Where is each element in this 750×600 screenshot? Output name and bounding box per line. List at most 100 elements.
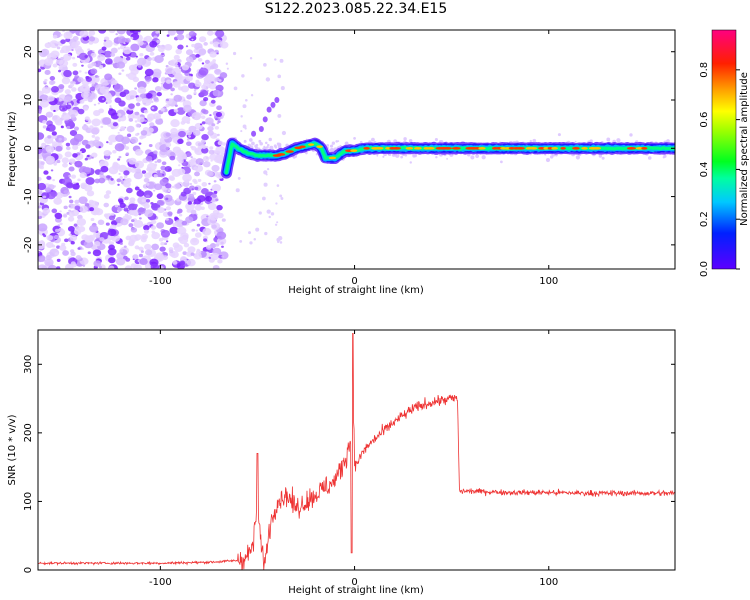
noise-blob	[84, 184, 93, 192]
noise-blob	[38, 223, 48, 232]
y-tick-label: 20	[23, 45, 34, 58]
noise-blob	[127, 72, 137, 80]
noise-blob	[274, 97, 280, 104]
noise-blob	[134, 120, 138, 123]
noise-blob	[107, 228, 117, 237]
noise-blob	[102, 117, 112, 125]
noise-blob	[162, 255, 169, 261]
band-speckle	[337, 140, 340, 143]
noise-blob	[64, 151, 72, 158]
noise-blob	[38, 132, 45, 140]
noise-blob	[194, 232, 202, 238]
noise-blob	[129, 234, 138, 243]
colorbar-tick-label: 0.4	[699, 161, 710, 177]
noise-blob	[165, 217, 169, 221]
noise-blob	[156, 193, 164, 200]
noise-blob	[213, 180, 217, 183]
noise-blob	[157, 207, 165, 214]
noise-blob	[77, 225, 86, 233]
noise-blob	[193, 198, 202, 205]
noise-blob	[266, 209, 271, 214]
noise-blob	[128, 118, 134, 122]
noise-blob	[72, 36, 79, 42]
noise-blob	[200, 89, 209, 97]
noise-blob	[276, 221, 279, 224]
noise-blob	[144, 209, 154, 218]
noise-blob	[165, 142, 172, 148]
noise-blob	[203, 97, 209, 102]
noise-blob	[169, 151, 175, 156]
band-speckle	[339, 144, 342, 147]
noise-blob	[277, 113, 282, 118]
noise-blob	[169, 59, 178, 67]
band-speckle	[601, 156, 605, 160]
noise-blob	[194, 204, 202, 211]
signal-peak	[500, 146, 507, 150]
noise-blob	[91, 83, 94, 87]
band-speckle	[243, 139, 247, 143]
noise-blob	[125, 73, 130, 77]
noise-blob	[173, 138, 177, 142]
noise-blob	[90, 217, 95, 222]
noise-blob	[133, 171, 143, 180]
noise-blob	[150, 263, 160, 269]
noise-blob	[147, 113, 156, 121]
noise-blob	[108, 241, 115, 246]
noise-blob	[68, 158, 76, 165]
noise-blob	[274, 58, 277, 61]
noise-blob	[177, 209, 183, 214]
band-speckle	[598, 154, 603, 158]
noise-blob	[196, 248, 200, 252]
noise-blob	[115, 257, 126, 266]
noise-blob	[188, 30, 196, 37]
signal-peak	[299, 145, 306, 149]
noise-blob	[188, 193, 195, 199]
noise-blob	[91, 152, 98, 158]
noise-blob	[73, 126, 80, 131]
noise-blob	[157, 170, 166, 178]
band-speckle	[470, 155, 475, 160]
noise-blob	[123, 178, 130, 185]
noise-blob	[178, 213, 183, 217]
noise-blob	[144, 68, 154, 77]
band-speckle	[376, 154, 379, 157]
noise-blob	[153, 150, 158, 155]
noise-blob	[279, 194, 283, 198]
noise-blob	[167, 30, 176, 36]
noise-blob	[73, 223, 78, 227]
noise-blob	[124, 265, 133, 269]
noise-blob	[191, 146, 197, 151]
band-speckle	[393, 139, 397, 143]
noise-blob	[163, 242, 168, 246]
noise-blob	[61, 157, 69, 164]
noise-blob	[195, 54, 200, 58]
noise-blob	[42, 207, 51, 215]
noise-blob	[103, 39, 113, 48]
noise-blob	[152, 71, 161, 79]
noise-blob	[135, 133, 139, 137]
band-speckle	[266, 143, 270, 147]
noise-blob	[174, 219, 185, 228]
noise-blob	[221, 152, 225, 156]
noise-blob	[110, 220, 118, 226]
noise-blob	[84, 202, 90, 207]
noise-blob	[132, 159, 137, 162]
noise-blob	[91, 134, 96, 138]
signal-peak	[593, 146, 602, 150]
noise-blob	[201, 147, 209, 154]
noise-blob	[160, 82, 164, 85]
noise-blob	[109, 224, 117, 230]
noise-blob	[116, 61, 126, 69]
noise-blob	[189, 183, 193, 186]
noise-blob	[185, 56, 194, 63]
noise-blob	[50, 50, 60, 59]
noise-blob	[190, 209, 197, 215]
noise-blob	[143, 42, 146, 45]
noise-blob	[81, 139, 89, 146]
noise-blob	[41, 142, 46, 147]
y-tick-label: 10	[23, 94, 34, 107]
noise-blob	[62, 53, 72, 61]
noise-blob	[153, 96, 159, 101]
noise-blob	[88, 30, 96, 36]
